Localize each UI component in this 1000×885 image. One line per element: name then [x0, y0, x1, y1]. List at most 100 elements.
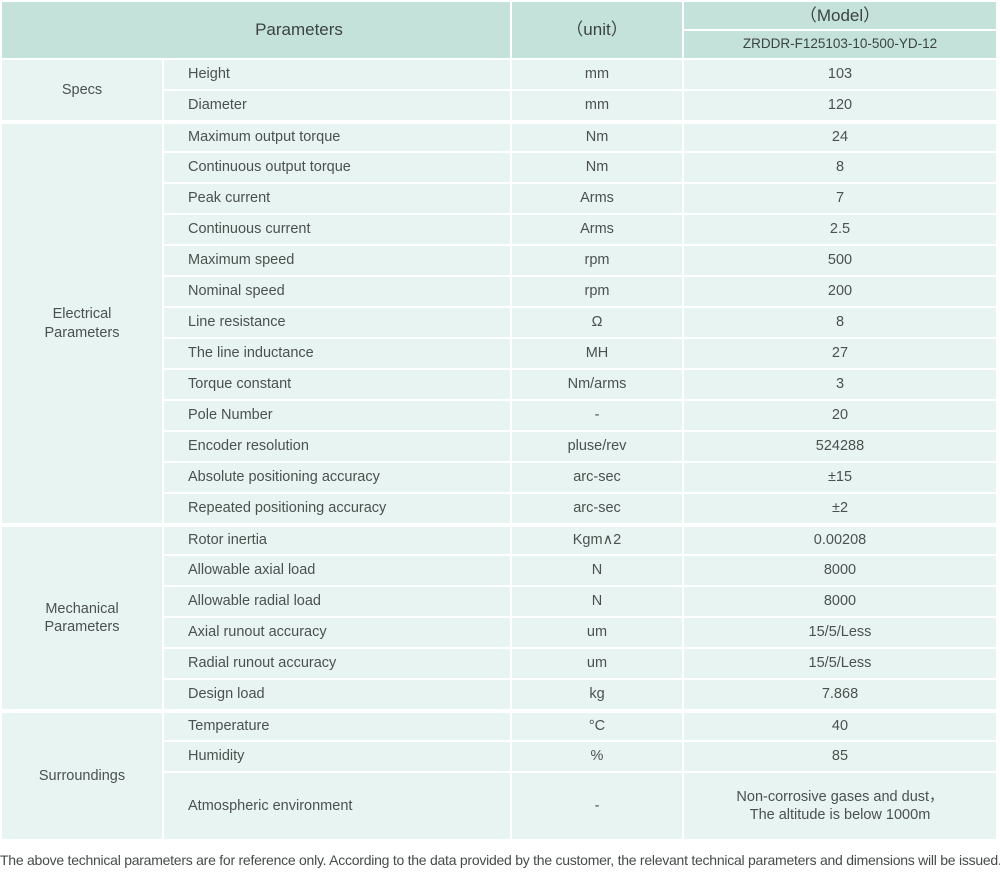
param-cell: Torque constant	[164, 370, 510, 399]
unit-cell: -	[512, 401, 682, 430]
table-row: Humidity % 85	[2, 742, 996, 771]
unit-cell: N	[512, 556, 682, 585]
param-cell: Diameter	[164, 91, 510, 120]
table-row: The line inductance MH 27	[2, 339, 996, 368]
param-cell: Allowable axial load	[164, 556, 510, 585]
unit-cell: um	[512, 618, 682, 647]
table-row: Pole Number - 20	[2, 401, 996, 430]
value-cell: 27	[684, 339, 996, 368]
value-cell: 20	[684, 401, 996, 430]
unit-cell: Nm	[512, 122, 682, 151]
unit-cell: mm	[512, 91, 682, 120]
param-cell: Repeated positioning accuracy	[164, 494, 510, 523]
category-cell-specs: Specs	[2, 60, 162, 120]
value-cell: 15/5/Less	[684, 618, 996, 647]
spec-table: Parameters （unit） （Model） ZRDDR-F125103-…	[2, 2, 996, 839]
table-row: Electrical Parameters Maximum output tor…	[2, 122, 996, 523]
value-cell: 103	[684, 60, 996, 89]
param-cell: Maximum output torque	[164, 122, 510, 151]
table-row: Allowable axial load N 8000	[2, 556, 996, 585]
param-cell: Design load	[164, 680, 510, 709]
unit-cell: arc-sec	[512, 494, 682, 523]
value-cell: 85	[684, 742, 996, 771]
footnote: The above technical parameters are for r…	[0, 852, 1000, 868]
value-cell: Non-corrosive gases and dust， The altitu…	[684, 773, 996, 839]
unit-cell: rpm	[512, 277, 682, 306]
category-cell-surroundings: Surroundings	[2, 711, 162, 839]
model-number: ZRDDR-F125103-10-500-YD-12	[684, 31, 996, 58]
unit-cell: Kgm∧2	[512, 525, 682, 554]
unit-cell: Arms	[512, 184, 682, 213]
unit-cell: rpm	[512, 246, 682, 275]
value-cell: ±15	[684, 463, 996, 492]
value-cell: 200	[684, 277, 996, 306]
unit-cell: -	[512, 773, 682, 839]
param-cell: Maximum speed	[164, 246, 510, 275]
value-cell: 524288	[684, 432, 996, 461]
value-cell: 8	[684, 153, 996, 182]
param-cell: Continuous current	[164, 215, 510, 244]
param-cell: Pole Number	[164, 401, 510, 430]
value-cell: 120	[684, 91, 996, 120]
param-cell: Line resistance	[164, 308, 510, 337]
unit-cell: N	[512, 587, 682, 616]
unit-cell: Nm	[512, 153, 682, 182]
unit-cell: arc-sec	[512, 463, 682, 492]
value-cell: ±2	[684, 494, 996, 523]
header-model-row: ZRDDR-F125103-10-500-YD-12	[2, 31, 996, 58]
value-cell: 500	[684, 246, 996, 275]
unit-cell: °C	[512, 711, 682, 740]
table-row: Design load kg 7.868	[2, 680, 996, 709]
table-row: Encoder resolution pluse/rev 524288	[2, 432, 996, 461]
table-row: Mechanical Parameters Rotor inertia Kgm∧…	[2, 525, 996, 709]
table-row: Diameter mm 120	[2, 91, 996, 120]
table-row: Line resistance Ω 8	[2, 308, 996, 337]
table-row: Repeated positioning accuracy arc-sec ±2	[2, 494, 996, 523]
value-cell: 7	[684, 184, 996, 213]
unit-cell: pluse/rev	[512, 432, 682, 461]
table-row: Allowable radial load N 8000	[2, 587, 996, 616]
unit-cell: %	[512, 742, 682, 771]
param-cell: Humidity	[164, 742, 510, 771]
param-cell: Encoder resolution	[164, 432, 510, 461]
unit-cell: MH	[512, 339, 682, 368]
value-cell: 8000	[684, 556, 996, 585]
unit-cell: Ω	[512, 308, 682, 337]
param-cell: Continuous output torque	[164, 153, 510, 182]
param-cell: Axial runout accuracy	[164, 618, 510, 647]
table-row: Radial runout accuracy um 15/5/Less	[2, 649, 996, 678]
header-row: Parameters （unit） （Model）	[2, 2, 996, 58]
param-cell: Atmospheric environment	[164, 773, 510, 839]
table-row: Peak current Arms 7	[2, 184, 996, 213]
param-cell: Nominal speed	[164, 277, 510, 306]
table-row: Nominal speed rpm 200	[2, 277, 996, 306]
unit-cell: kg	[512, 680, 682, 709]
unit-cell: Arms	[512, 215, 682, 244]
table-row: Atmospheric environment - Non-corrosive …	[2, 773, 996, 839]
param-cell: Allowable radial load	[164, 587, 510, 616]
param-cell: Rotor inertia	[164, 525, 510, 554]
header-parameters: Parameters	[2, 2, 510, 58]
value-cell: 24	[684, 122, 996, 151]
value-cell: 7.868	[684, 680, 996, 709]
value-cell: 2.5	[684, 215, 996, 244]
param-cell: Absolute positioning accuracy	[164, 463, 510, 492]
table-row: Continuous output torque Nm 8	[2, 153, 996, 182]
unit-cell: Nm/arms	[512, 370, 682, 399]
value-cell: 40	[684, 711, 996, 740]
category-cell-electrical: Electrical Parameters	[2, 122, 162, 523]
param-cell: Temperature	[164, 711, 510, 740]
value-cell: 8	[684, 308, 996, 337]
table-row: Maximum speed rpm 500	[2, 246, 996, 275]
table-row: Absolute positioning accuracy arc-sec ±1…	[2, 463, 996, 492]
table-row: Surroundings Temperature °C 40	[2, 711, 996, 839]
category-cell-mechanical: Mechanical Parameters	[2, 525, 162, 709]
header-unit: （unit）	[512, 2, 682, 58]
table-row: Axial runout accuracy um 15/5/Less	[2, 618, 996, 647]
param-cell: Peak current	[164, 184, 510, 213]
table-row: Specs Height mm 103	[2, 60, 996, 120]
param-cell: Height	[164, 60, 510, 89]
unit-cell: mm	[512, 60, 682, 89]
value-cell: 15/5/Less	[684, 649, 996, 678]
value-cell: 0.00208	[684, 525, 996, 554]
